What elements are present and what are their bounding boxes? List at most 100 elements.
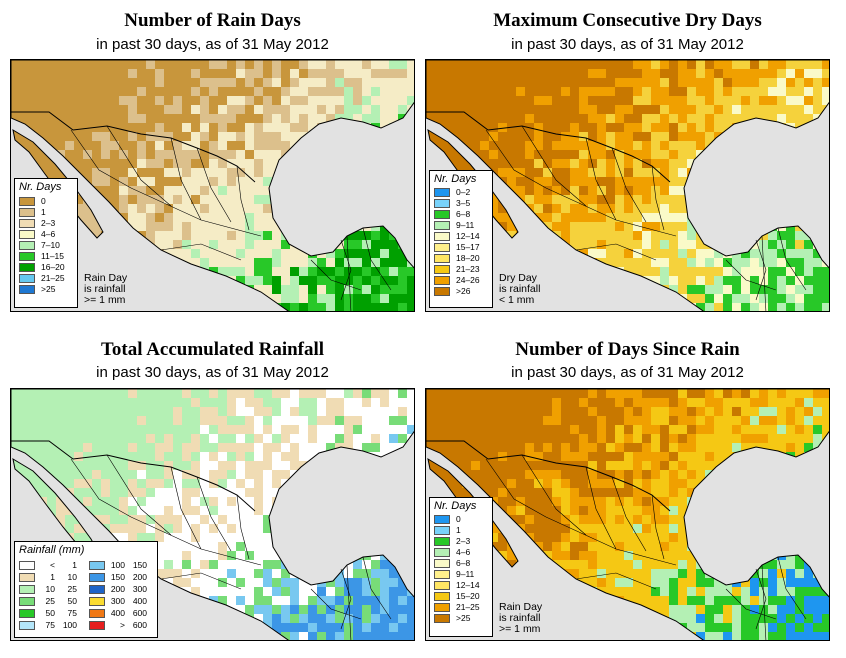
state-border	[521, 454, 587, 536]
legend-swatch	[434, 526, 450, 535]
state-border	[310, 588, 362, 620]
legend-label: >25	[456, 613, 471, 623]
legend-title: Nr. Days	[19, 181, 62, 193]
state-border	[170, 137, 202, 221]
state-border	[725, 588, 777, 620]
legend-label: 10	[67, 572, 77, 582]
legend-swatch	[19, 230, 35, 239]
state-border	[160, 572, 242, 590]
note-line: is rainfall	[84, 283, 126, 295]
legend-swatch	[434, 548, 450, 557]
legend-swatch	[434, 537, 450, 546]
legend-swatch	[434, 188, 450, 197]
legend-swatch	[434, 210, 450, 219]
state-border	[777, 227, 807, 291]
panel3-title: Total Accumulated Rainfall	[100, 339, 325, 360]
legend-swatch	[434, 265, 450, 274]
state-border	[70, 458, 132, 518]
legend-label: 11–15	[41, 251, 65, 261]
legend-label: 25	[67, 584, 77, 594]
legend-swatch	[89, 585, 105, 594]
legend-label: <	[50, 560, 55, 570]
us-border	[11, 440, 256, 512]
state-border	[575, 243, 657, 261]
legend-swatch	[19, 241, 35, 250]
legend-label: 4–6	[456, 547, 471, 557]
state-border	[196, 476, 232, 552]
legend-swatch	[19, 208, 35, 217]
legend-label: 300	[132, 584, 147, 594]
legend-label: 0–2	[456, 187, 471, 197]
legend-label: 7–10	[41, 240, 60, 250]
state-border	[196, 147, 232, 223]
legend-title: Nr. Days	[434, 500, 477, 512]
legend-label: 1	[72, 560, 77, 570]
legend-label: 150	[110, 572, 125, 582]
panel4-note: Rain Day is rainfall >= 1 mm	[499, 602, 542, 635]
state-border	[761, 235, 767, 311]
legend-swatch	[89, 609, 105, 618]
legend-swatch	[89, 597, 105, 606]
panel3-map-canvas	[11, 389, 414, 640]
state-border	[362, 227, 392, 291]
us-border	[426, 440, 671, 512]
note-line: Rain Day	[499, 601, 543, 613]
note-line: is rainfall	[499, 612, 541, 624]
panel3-subtitle: in past 30 days, as of 31 May 2012	[96, 364, 329, 381]
state-border	[761, 564, 767, 640]
legend-label: >25	[41, 284, 56, 294]
legend-swatch	[434, 221, 450, 230]
state-border	[611, 476, 647, 552]
state-border	[130, 187, 262, 237]
legend-swatch	[89, 621, 105, 630]
legend-swatch	[19, 585, 35, 594]
note-line: Dry Day	[499, 272, 537, 284]
state-border	[106, 454, 172, 536]
panel2-subtitle: in past 30 days, as of 31 May 2012	[511, 36, 744, 53]
state-border	[346, 564, 352, 640]
legend-swatch	[89, 561, 105, 570]
legend-swatch	[434, 199, 450, 208]
note-line: >= 1 mm	[499, 623, 541, 635]
legend-swatch	[19, 609, 35, 618]
state-border	[236, 494, 250, 560]
panel1-title: Number of Rain Days	[124, 10, 301, 31]
state-border	[346, 235, 352, 311]
legend-swatch	[19, 285, 35, 294]
coastline	[426, 60, 829, 311]
state-border	[130, 516, 262, 566]
panel2-title: Maximum Consecutive Dry Days	[493, 10, 762, 31]
panel2-map-canvas	[426, 60, 829, 311]
legend-label: 1	[456, 525, 461, 535]
legend-label: 6–8	[456, 558, 471, 568]
legend-swatch	[19, 252, 35, 261]
legend-swatch	[19, 219, 35, 228]
panel1-note: Rain Day is rainfall >= 1 mm	[84, 273, 127, 306]
panel2-note: Dry Day is rainfall < 1 mm	[499, 273, 540, 306]
legend-swatch	[19, 274, 35, 283]
legend-label: 100	[110, 560, 125, 570]
legend-label: 24–26	[456, 275, 480, 285]
state-border	[651, 165, 665, 231]
legend-swatch	[434, 559, 450, 568]
state-border	[651, 494, 665, 560]
coastline	[11, 60, 414, 311]
state-border	[585, 466, 617, 550]
panel1-legend: Nr. Days 0 1 2–3 4–6 7–10 11–15 16–20 21–25 >25	[14, 178, 78, 308]
legend-swatch	[89, 573, 105, 582]
legend-label: 1	[50, 572, 55, 582]
legend-label: 9–11	[456, 220, 475, 230]
state-border	[340, 568, 352, 630]
legend-label: >	[120, 620, 125, 630]
panel1-map-canvas	[11, 60, 414, 311]
panel4-legend: Nr. Days 0 1 2–3 4–6 6–8 9–11 12–14 15–20 21–25 >…	[429, 497, 493, 637]
legend-label: 200	[132, 572, 147, 582]
legend-swatch	[19, 197, 35, 206]
state-border	[340, 239, 352, 301]
note-line: < 1 mm	[499, 294, 535, 306]
coastline	[426, 389, 829, 640]
legend-label: 25	[45, 596, 55, 606]
legend-label: 50	[45, 608, 55, 618]
legend-swatch	[434, 603, 450, 612]
legend-label: 200	[110, 584, 125, 594]
